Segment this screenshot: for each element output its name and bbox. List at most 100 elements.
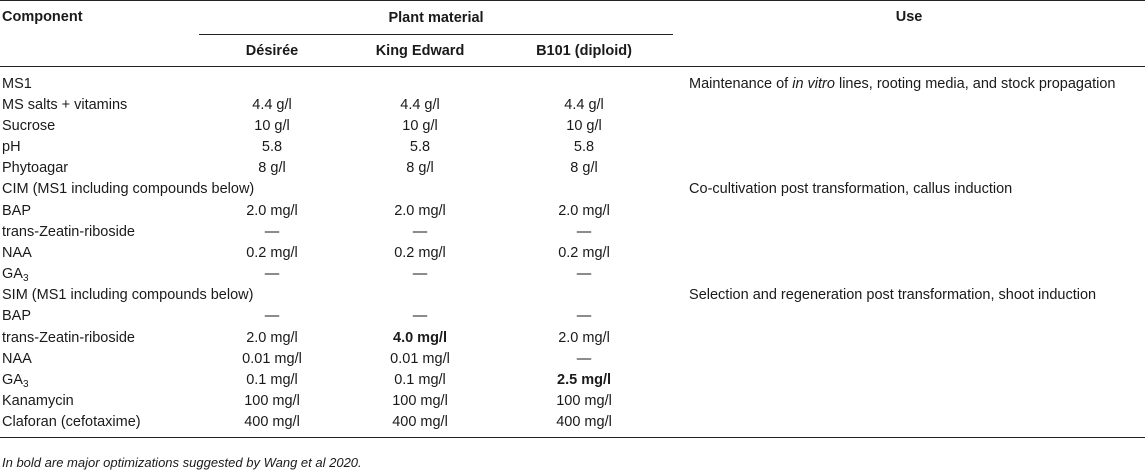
concentration-cell: — xyxy=(412,266,428,283)
component-name: GA3 xyxy=(0,369,199,390)
use-cell xyxy=(673,264,1145,285)
component-name: SIM (MS1 including compounds below) xyxy=(0,285,253,306)
concentration-cell: 100 mg/l xyxy=(244,393,300,410)
table-body: MS1 Maintenance of in vitro lines, rootin… xyxy=(0,67,1145,438)
header-use: Use xyxy=(673,0,1145,67)
media-table-container: Component Plant material Use Désirée Kin… xyxy=(0,0,1145,438)
concentration-cell: 10 g/l xyxy=(254,117,290,134)
concentration-cell: 2.0 mg/l xyxy=(558,329,610,346)
concentration-cell: 2.0 mg/l xyxy=(558,202,610,219)
concentration-cell: — xyxy=(576,308,592,325)
component-name: pH xyxy=(0,136,199,157)
concentration-cell: 0.2 mg/l xyxy=(394,244,446,261)
concentration-cell: 400 mg/l xyxy=(345,411,495,438)
table-row: NAA 0.01 mg/l 0.01 mg/l — xyxy=(0,348,1145,369)
concentration-cell: 4.4 g/l xyxy=(564,96,604,113)
concentration-cell: — xyxy=(576,266,592,283)
table-row: GA3 0.1 mg/l 0.1 mg/l 2.5 mg/l xyxy=(0,369,1145,390)
use-cell xyxy=(673,306,1145,327)
concentration-cell: — xyxy=(264,223,280,240)
component-name: NAA xyxy=(0,242,199,263)
table-header: Component Plant material Use Désirée Kin… xyxy=(0,0,1145,67)
component-name: MS salts + vitamins xyxy=(0,94,199,115)
use-cell xyxy=(673,200,1145,221)
component-name: MS1 xyxy=(0,67,199,95)
component-label: CIM (MS1 including compounds below) xyxy=(2,181,255,198)
component-label: NAA xyxy=(2,350,32,367)
concentration-cell xyxy=(495,179,673,200)
concentration-cell: 400 mg/l xyxy=(199,411,345,438)
concentration-cell xyxy=(345,179,495,200)
use-cell xyxy=(673,94,1145,115)
concentration-cell: 100 mg/l xyxy=(392,393,448,410)
table-row: SIM (MS1 including compounds below) Selec… xyxy=(0,285,1145,306)
concentration-cell: 0.2 mg/l xyxy=(246,244,298,261)
component-label: GA xyxy=(2,266,23,283)
use-cell xyxy=(673,242,1145,263)
component-label: MS1 xyxy=(2,75,32,92)
media-composition-table: Component Plant material Use Désirée Kin… xyxy=(0,0,1145,438)
component-name: Claforan (cefotaxime) xyxy=(0,411,199,438)
component-label: Sucrose xyxy=(2,117,56,134)
concentration-cell: 8 g/l xyxy=(258,160,286,177)
table-row: MS1 Maintenance of in vitro lines, rootin… xyxy=(0,67,1145,95)
table-row: pH 5.8 5.8 5.8 xyxy=(0,136,1145,157)
table-row: Claforan (cefotaxime) 400 mg/l 400 mg/l 400… xyxy=(0,411,1145,438)
concentration-cell: 8 g/l xyxy=(570,160,598,177)
table-row: Kanamycin 100 mg/l 100 mg/l 100 mg/l xyxy=(0,391,1145,412)
concentration-cell: 400 mg/l xyxy=(495,411,674,438)
component-label: Phytoagar xyxy=(2,160,69,177)
header-plant-material: Plant material xyxy=(199,0,674,35)
component-subscript: 3 xyxy=(22,379,29,391)
use-cell: Selection and regeneration post transfor… xyxy=(689,287,1097,304)
concentration-cell: 2.0 mg/l xyxy=(394,202,446,219)
component-label: trans-Zeatin-riboside xyxy=(2,329,135,346)
use-cell xyxy=(673,369,1145,390)
table-footnote: In bold are major optimizations suggeste… xyxy=(2,455,362,470)
component-label: trans-Zeatin-riboside xyxy=(2,223,135,240)
use-cell xyxy=(673,327,1145,348)
header-row-1: Component Plant material Use xyxy=(0,0,1145,67)
table-row: CIM (MS1 including compounds below) Co-cu… xyxy=(0,179,1145,200)
concentration-cell: 10 g/l xyxy=(402,117,438,134)
header-variety-b101: B101 (diploid) xyxy=(495,34,674,67)
component-name: CIM (MS1 including compounds below) xyxy=(0,179,254,200)
use-cell: Maintenance of in vitro lines, rooting m… xyxy=(673,67,1145,95)
concentration-cell: 2.0 mg/l xyxy=(246,202,298,219)
component-label: BAP xyxy=(2,202,32,219)
table-row: MS salts + vitamins 4.4 g/l 4.4 g/l 4.4 g/l xyxy=(0,94,1145,115)
concentration-cell: 10 g/l xyxy=(566,117,602,134)
concentration-cell xyxy=(495,67,673,95)
component-name: BAP xyxy=(0,200,199,221)
use-cell xyxy=(673,348,1145,369)
use-cell xyxy=(673,136,1145,157)
table-row: BAP 2.0 mg/l 2.0 mg/l 2.0 mg/l xyxy=(0,200,1145,221)
component-label: SIM (MS1 including compounds below) xyxy=(2,287,254,304)
component-name: Kanamycin xyxy=(0,391,199,412)
concentration-cell: 4.0 mg/l xyxy=(393,329,447,346)
component-label: Claforan (cefotaxime) xyxy=(2,414,141,431)
component-name: Sucrose xyxy=(0,115,199,136)
use-text-pre: Maintenance of xyxy=(689,75,793,92)
concentration-cell: 0.01 mg/l xyxy=(390,350,450,367)
concentration-cell: 0.1 mg/l xyxy=(246,372,298,389)
use-cell xyxy=(673,158,1145,179)
header-variety-desiree: Désirée xyxy=(199,34,345,67)
concentration-cell xyxy=(199,67,345,95)
concentration-cell: 8 g/l xyxy=(406,160,434,177)
concentration-cell: — xyxy=(576,350,592,367)
table-row: trans-Zeatin-riboside — — — xyxy=(0,221,1145,242)
component-subscript: 3 xyxy=(22,273,29,285)
concentration-cell: 4.4 g/l xyxy=(252,96,292,113)
use-cell: Co-cultivation post transformation, call… xyxy=(689,181,1013,198)
use-cell xyxy=(673,391,1145,412)
concentration-cell xyxy=(345,67,495,95)
concentration-cell: 5.8 xyxy=(261,138,283,155)
concentration-cell: 5.8 xyxy=(409,138,431,155)
concentration-cell: 0.01 mg/l xyxy=(242,350,302,367)
concentration-cell: 0.2 mg/l xyxy=(558,244,610,261)
table-row: trans-Zeatin-riboside 2.0 mg/l 4.0 mg/l 2.0… xyxy=(0,327,1145,348)
use-cell xyxy=(673,115,1145,136)
concentration-cell: — xyxy=(264,266,280,283)
concentration-cell: 5.8 xyxy=(573,138,595,155)
